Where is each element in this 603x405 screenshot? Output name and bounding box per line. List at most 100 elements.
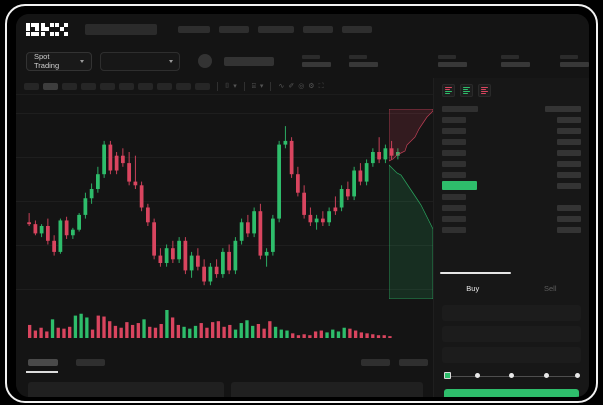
bottom-content-right[interactable]: [231, 382, 423, 397]
timeframe-2[interactable]: [43, 82, 58, 90]
chevron-down-icon[interactable]: ▾: [233, 82, 237, 90]
volume-series: [28, 310, 392, 338]
slider-stop-100[interactable]: [575, 373, 580, 378]
orderbook-amount-cell: [557, 171, 581, 178]
chevron-down-icon-2[interactable]: ▾: [259, 82, 264, 90]
top-nav-item-3[interactable]: [258, 25, 294, 33]
orderbook-price-cell: [442, 127, 466, 134]
orderbook-view-asks[interactable]: [478, 84, 491, 97]
orderbook-price-cell: [442, 105, 478, 112]
orderbook-ask-row[interactable]: [434, 136, 589, 147]
gridline: [16, 113, 433, 114]
order-total-field[interactable]: [442, 347, 581, 363]
orderbook-amount-cell: [545, 105, 581, 112]
stat-change-24h: [349, 55, 378, 67]
app-screen: Spot Trading: [16, 14, 589, 397]
tab-order-history[interactable]: [76, 359, 105, 366]
bottom-action-2[interactable]: [399, 359, 428, 366]
orderbook-header-row[interactable]: [434, 103, 589, 114]
orderbook-amount-cell: [557, 204, 581, 211]
orderbook-view-bids[interactable]: [460, 84, 473, 97]
market-type-dropdown[interactable]: Spot Trading: [26, 51, 93, 71]
top-nav-item-2[interactable]: [219, 25, 249, 33]
orderbook-view-toggles: [434, 78, 589, 101]
market-stats: [302, 55, 589, 67]
timeframe-1[interactable]: [24, 82, 39, 90]
pair-name-placeholder: [224, 56, 274, 66]
amount-percent-slider[interactable]: [444, 371, 580, 381]
top-nav-item-1[interactable]: [178, 25, 210, 33]
timeframe-9[interactable]: [176, 82, 191, 90]
orderbook-amount-cell: [557, 182, 581, 189]
orderbook-spread-row[interactable]: [434, 180, 589, 191]
orderbook-amount-cell: [557, 215, 581, 222]
settings-icon[interactable]: ⚙: [308, 82, 315, 90]
gridline: [16, 245, 433, 246]
top-nav-item-4[interactable]: [303, 25, 333, 33]
toolbar-divider-1: [217, 81, 218, 91]
depth-chart: [389, 109, 433, 299]
orderbook-ask-row[interactable]: [434, 169, 589, 180]
orderbook-bid-row[interactable]: [434, 213, 589, 224]
toolbar-divider-3: [270, 81, 272, 91]
gridline: [16, 157, 433, 158]
top-navigation-bar: [16, 14, 589, 44]
place-buy-order-button[interactable]: [444, 389, 579, 397]
chart-type-icon[interactable]: ⌸: [251, 82, 256, 90]
slider-stop-25[interactable]: [475, 373, 480, 378]
timeframe-4[interactable]: [81, 82, 96, 90]
orderbook-rows[interactable]: [434, 101, 589, 271]
bottom-action-1[interactable]: [361, 359, 390, 366]
order-panel: Buy Sell: [433, 78, 589, 397]
timeframe-3[interactable]: [62, 82, 77, 90]
chevron-down-icon: [80, 59, 85, 63]
orderbook-ask-row[interactable]: [434, 158, 589, 169]
order-form-fields: [434, 301, 589, 363]
bottom-content-left[interactable]: [28, 382, 224, 397]
timeframe-6[interactable]: [119, 82, 134, 90]
orderbook-bid-row[interactable]: [434, 224, 589, 235]
order-amount-field[interactable]: [442, 326, 581, 342]
orderbook-price-cell: [442, 171, 466, 178]
top-nav-item-5[interactable]: [342, 25, 372, 33]
timeframe-5[interactable]: [100, 82, 115, 90]
okx-logo[interactable]: [26, 22, 68, 36]
tab-buy[interactable]: Buy: [466, 283, 480, 293]
tab-buy-underline: [440, 272, 511, 274]
line-tool-icon[interactable]: ∿: [278, 82, 285, 90]
timeframe-10[interactable]: [195, 82, 210, 90]
slider-stop-75[interactable]: [544, 373, 549, 378]
timeframe-7[interactable]: [138, 82, 153, 90]
market-depth-overlay: [389, 109, 433, 299]
orderbook-price-cell: [442, 204, 466, 211]
trading-pair-select[interactable]: [100, 51, 181, 71]
stat-high-24h: [438, 55, 467, 67]
orderbook-ask-row[interactable]: [434, 147, 589, 158]
orderbook-bid-row[interactable]: [434, 191, 589, 202]
orderbook-bid-row[interactable]: [434, 202, 589, 213]
tab-open-orders[interactable]: [28, 359, 58, 366]
orderbook-ask-row[interactable]: [434, 125, 589, 136]
top-nav-search[interactable]: [85, 23, 157, 35]
indicator-icon[interactable]: ⌷: [225, 82, 230, 90]
timeframe-8[interactable]: [157, 82, 172, 90]
chevron-down-icon: [169, 59, 174, 63]
fullscreen-icon[interactable]: ⛶: [318, 82, 324, 90]
price-chart[interactable]: [16, 95, 433, 351]
stat-low-24h: [501, 55, 530, 67]
orderbook-amount-cell: [557, 226, 581, 233]
orderbook-amount-cell: [557, 138, 581, 145]
tab-open-orders-underline: [26, 371, 58, 373]
stat-volume-24h: [560, 55, 589, 67]
camera-icon[interactable]: ◎: [298, 82, 305, 90]
orderbook-amount-cell: [557, 127, 581, 134]
orderbook-ask-row[interactable]: [434, 114, 589, 125]
order-price-field[interactable]: [442, 305, 581, 321]
slider-handle[interactable]: [444, 372, 451, 379]
orderbook-view-both[interactable]: [442, 84, 455, 97]
tab-sell[interactable]: Sell: [543, 283, 557, 293]
pencil-icon[interactable]: ✐: [288, 82, 295, 90]
slider-stop-50[interactable]: [509, 373, 514, 378]
market-type-label: Spot Trading: [34, 52, 60, 70]
